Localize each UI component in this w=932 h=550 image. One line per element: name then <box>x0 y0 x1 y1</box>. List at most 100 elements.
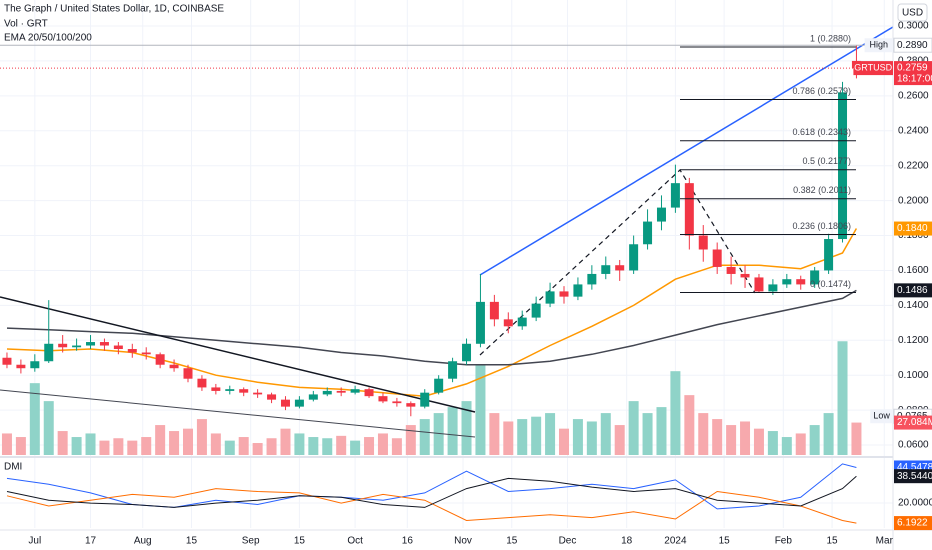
price-tag-name-box <box>870 409 893 424</box>
currency-box[interactable] <box>897 3 928 22</box>
volume-bar <box>266 438 277 455</box>
candle-body <box>726 266 736 274</box>
volume <box>1 341 862 455</box>
volume-bar <box>628 401 639 455</box>
candle-body <box>113 345 123 350</box>
candle-body <box>294 399 304 407</box>
axes: Jul 17 Aug 15 Sep 15 Oct 16 Nov 15 Dec 18 2024 15 Feb 1… <box>28 21 932 547</box>
candle-body <box>796 279 806 285</box>
x-tick-label: Oct <box>347 536 363 547</box>
fib-label: 0.236 (0.1806) <box>792 221 851 231</box>
volume-bar <box>753 428 764 455</box>
y-tick-label: 0.3000 <box>898 21 929 32</box>
volume-bar <box>252 443 263 455</box>
candle-body <box>601 265 611 274</box>
volume-bar <box>433 413 444 455</box>
volume-bar <box>503 421 514 455</box>
x-tick-label: Feb <box>775 536 793 547</box>
price-tag <box>893 37 932 53</box>
volume-bar <box>531 416 542 455</box>
candle-body <box>545 291 555 304</box>
price-tag-label: 27.084M <box>897 417 932 428</box>
candle-body <box>810 270 820 285</box>
price-tag-name-box <box>853 61 893 76</box>
candle-body <box>239 389 249 393</box>
fib-label: 0.5 (0.2177) <box>802 156 851 166</box>
x-tick-label: 15 <box>294 536 306 547</box>
candle-body <box>684 183 694 236</box>
x-tick-label: 2024 <box>664 536 687 547</box>
y-tick-label: 0.1800 <box>898 230 929 241</box>
candle-body <box>768 284 778 292</box>
price-tag <box>894 469 932 484</box>
candle-body <box>169 364 179 369</box>
volume-bar <box>586 421 597 455</box>
candle-body <box>573 284 583 297</box>
candles <box>2 45 861 417</box>
volume-bar <box>1 433 12 455</box>
x-tick-label: Mar <box>876 536 894 547</box>
candle-body <box>824 239 834 271</box>
volume-bar <box>809 425 820 455</box>
fib-label: 0.786 (0.2579) <box>792 86 851 96</box>
y-tick-label: 0.0600 <box>898 440 929 451</box>
grid <box>0 0 893 528</box>
candle-body <box>629 244 639 271</box>
volume-bar <box>447 407 458 455</box>
candle-body <box>462 343 472 362</box>
volume-bar <box>572 419 583 455</box>
candle-body <box>378 396 388 402</box>
volume-bar <box>127 440 138 455</box>
y-tick-label: 20.0000 <box>898 498 932 509</box>
volume-bar <box>795 433 806 455</box>
candle-body <box>448 361 458 379</box>
y-tick-label: 0.2000 <box>898 195 929 206</box>
fib-label: 0.618 (0.2343) <box>792 127 851 137</box>
y-tick-label: 0.2600 <box>898 90 929 101</box>
candle-body <box>531 303 541 318</box>
volume-bar <box>837 341 848 455</box>
candle-body <box>197 378 207 388</box>
volume-bar <box>29 383 40 455</box>
volume-bar <box>656 407 667 455</box>
candle-body <box>517 317 527 327</box>
candle-body <box>587 273 597 285</box>
volume-bar <box>169 431 180 455</box>
x-tick-label: Dec <box>559 536 577 547</box>
volume-bar <box>71 437 82 455</box>
volume-bar <box>85 433 96 455</box>
y-tick-label: 0.1000 <box>898 370 929 381</box>
candle-body <box>420 392 430 407</box>
x-tick-label: 15 <box>506 536 518 547</box>
price-tag-label: 0.2890 <box>897 40 928 51</box>
price-axis <box>893 0 932 530</box>
ema-line <box>6 228 858 397</box>
volume-bar <box>670 371 681 455</box>
volume-bar <box>141 437 152 455</box>
price-tag-label: 0.1840 <box>897 223 928 234</box>
volume-title: Vol · GRT <box>4 19 48 30</box>
candle-body <box>16 364 26 369</box>
y-tick-label: 0.1400 <box>898 300 929 311</box>
volume-bar <box>559 428 569 455</box>
candle-body <box>656 207 666 222</box>
candle-body <box>267 394 277 400</box>
price-tag-name: Low <box>873 411 890 421</box>
volume-bar <box>43 401 54 455</box>
volume-bar <box>642 413 653 455</box>
price-tag-name: GRTUSD <box>854 62 892 72</box>
candle-body <box>406 403 416 407</box>
candle-body <box>838 92 848 240</box>
price-tag-sub: 18:17:00 <box>897 74 932 85</box>
volume-bar <box>196 419 207 455</box>
x-tick-label: 18 <box>621 536 633 547</box>
fib-label: 0.382 (0.2011) <box>793 185 851 195</box>
volume-bar <box>684 395 695 455</box>
volume-bar <box>280 428 291 455</box>
candle-body <box>141 352 151 355</box>
candle-body <box>2 357 12 365</box>
volume-bar <box>489 413 500 455</box>
volume-bar <box>322 438 333 455</box>
